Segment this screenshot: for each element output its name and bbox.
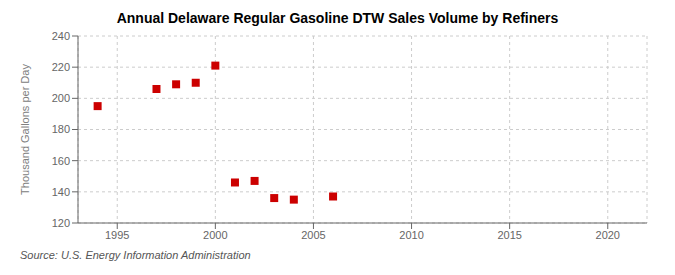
svg-text:240: 240 <box>52 30 70 42</box>
svg-text:160: 160 <box>52 155 70 167</box>
html-text:Annual Delaware Regular Gasoli: Annual Delaware Regular Gasoline DTW Sal… <box>116 10 559 26</box>
svg-text:180: 180 <box>52 123 70 135</box>
svg-text:1995: 1995 <box>105 229 129 241</box>
html-text:Source: U.S. Energy Informatio: Source: U.S. Energy Information Administ… <box>20 249 251 261</box>
svg-text:2005: 2005 <box>301 229 325 241</box>
svg-text:220: 220 <box>52 61 70 73</box>
svg-text:Thousand Gallons per Day: Thousand Gallons per Day <box>19 64 31 195</box>
svg-text:2000: 2000 <box>203 229 227 241</box>
svg-text:120: 120 <box>52 217 70 229</box>
svg-text:140: 140 <box>52 186 70 198</box>
svg-text:2015: 2015 <box>497 229 521 241</box>
svg-text:200: 200 <box>52 92 70 104</box>
svg-text:2020: 2020 <box>596 229 620 241</box>
svg-text:2010: 2010 <box>399 229 423 241</box>
